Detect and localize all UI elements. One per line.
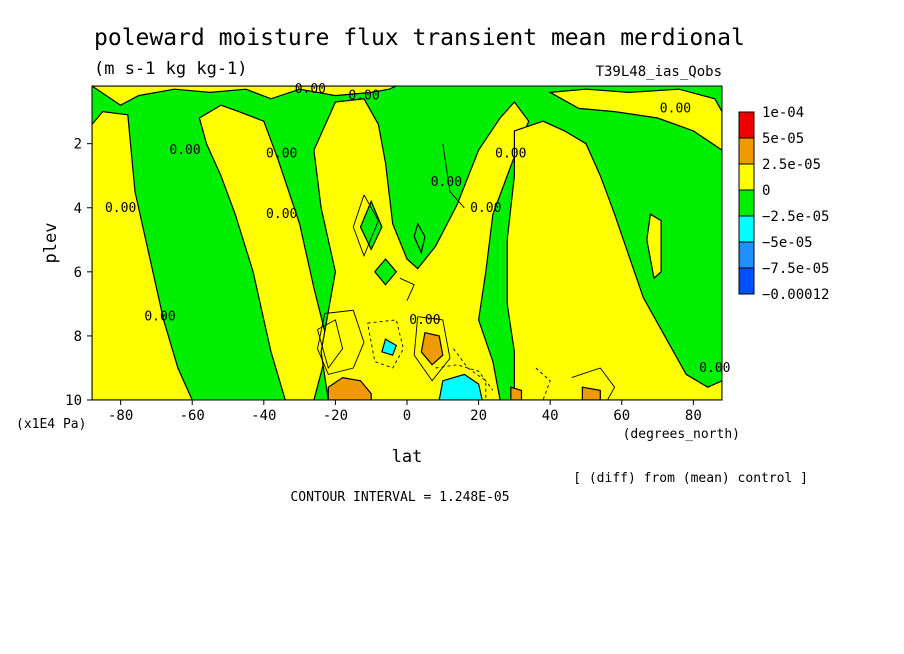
x-tick-label-9: 80	[685, 408, 702, 424]
footnote: [ (diff) from (mean) control ]	[573, 471, 808, 486]
legend-label-3: 2.5e-05	[762, 157, 821, 173]
x-axis-label: lat	[392, 447, 423, 467]
contour-line-4	[367, 319, 404, 369]
legend-label-7: −7.5e-05	[762, 261, 829, 277]
contour-region-1	[92, 86, 397, 106]
x-tick-label-3: -40	[251, 408, 276, 424]
legend-label-1: 1e-04	[762, 105, 804, 121]
contour-region-3	[198, 104, 329, 400]
legend-label-4: 0	[762, 183, 770, 199]
contour-line-6	[453, 348, 487, 400]
y-tick-label-1: 2	[74, 137, 82, 153]
contour-label-6: 0.00	[105, 201, 136, 216]
contour-line-9	[571, 367, 616, 400]
contour-label-8: 0.00	[470, 201, 501, 216]
contour-label-5: 0.00	[431, 175, 462, 190]
y-axis-label: plev	[41, 223, 61, 264]
contour-region-6	[548, 88, 722, 151]
y-tick-label-5: 10	[65, 393, 82, 409]
legend-swatch-5	[738, 215, 755, 243]
y-tick-label-3: 6	[74, 265, 82, 281]
contour-line-11	[399, 277, 415, 301]
legend-label-6: −5e-05	[762, 235, 813, 251]
contour-label-1: 0.00	[295, 82, 326, 97]
contour-label-10: 0.00	[144, 310, 175, 325]
run-label: T39L48_ias_Qobs	[596, 64, 722, 80]
x-tick-label-8: 60	[613, 408, 630, 424]
contour-label-3: 0.00	[169, 143, 200, 158]
contour-region-7	[646, 213, 662, 280]
legend-swatch-2	[738, 137, 755, 165]
contour-line-8	[535, 367, 551, 400]
contour-label-9: 0.00	[495, 146, 526, 161]
x-tick-label-7: 40	[542, 408, 559, 424]
legend-label-2: 5e-05	[762, 131, 804, 147]
contour-interval: CONTOUR INTERVAL = 1.248E-05	[290, 490, 509, 505]
contour-line-3	[317, 319, 344, 370]
contour-region-9	[413, 222, 426, 255]
legend-label-5: −2.5e-05	[762, 209, 829, 225]
units-label: (m s-1 kg kg-1)	[94, 59, 248, 79]
contour-label-2: 0.00	[660, 101, 691, 116]
contour-region-12	[420, 331, 444, 366]
x-tick-label-1: -80	[108, 408, 133, 424]
contour-region-13	[510, 386, 523, 400]
contour-region-16	[438, 373, 483, 400]
chart-title: poleward moisture flux transient mean me…	[94, 25, 745, 51]
contour-line-2	[317, 309, 365, 375]
contour-line-5	[413, 316, 451, 382]
x-tick-label-6: 20	[470, 408, 487, 424]
color-legend: 1e-04 5e-05 2.5e-05 0 −2.5e-05 −5e-05 −7.5e-05…	[738, 105, 829, 303]
contour-line-7	[435, 364, 494, 391]
x-tick-label-4: -20	[323, 408, 348, 424]
y-tick-label-2: 4	[74, 201, 82, 217]
y-axis-units: (x1E4 Pa)	[16, 417, 86, 432]
contour-line-1	[352, 194, 379, 258]
x-tick-label-5: 0	[403, 408, 411, 424]
plot-area	[91, 85, 723, 401]
legend-swatch-3	[738, 163, 755, 191]
contour-line-10	[442, 143, 465, 209]
contour-region-15	[381, 338, 398, 356]
contour-region-11	[327, 376, 372, 400]
contour-label-13: 0.00	[699, 361, 730, 376]
contour-region-8	[359, 199, 383, 251]
y-tick-label-4: 8	[74, 329, 82, 345]
legend-swatch-1	[738, 111, 755, 139]
contour-label-7: 0.00	[266, 207, 297, 222]
contour-region-2	[92, 110, 193, 400]
legend-label-8: −0.00012	[762, 287, 829, 303]
contour-region-10	[374, 258, 398, 286]
x-axis-units: (degrees_north)	[623, 427, 740, 442]
contour-label-11: 0.00	[348, 89, 379, 104]
legend-swatch-4	[738, 189, 755, 217]
contour-label-12: 0.00	[409, 313, 440, 328]
contour-label-4: 0.00	[266, 146, 297, 161]
x-tick-label-2: -60	[180, 408, 205, 424]
contour-region-5	[506, 120, 722, 400]
legend-swatch-6	[738, 241, 755, 269]
contour-region-14	[581, 386, 601, 400]
legend-swatch-7	[738, 267, 755, 295]
